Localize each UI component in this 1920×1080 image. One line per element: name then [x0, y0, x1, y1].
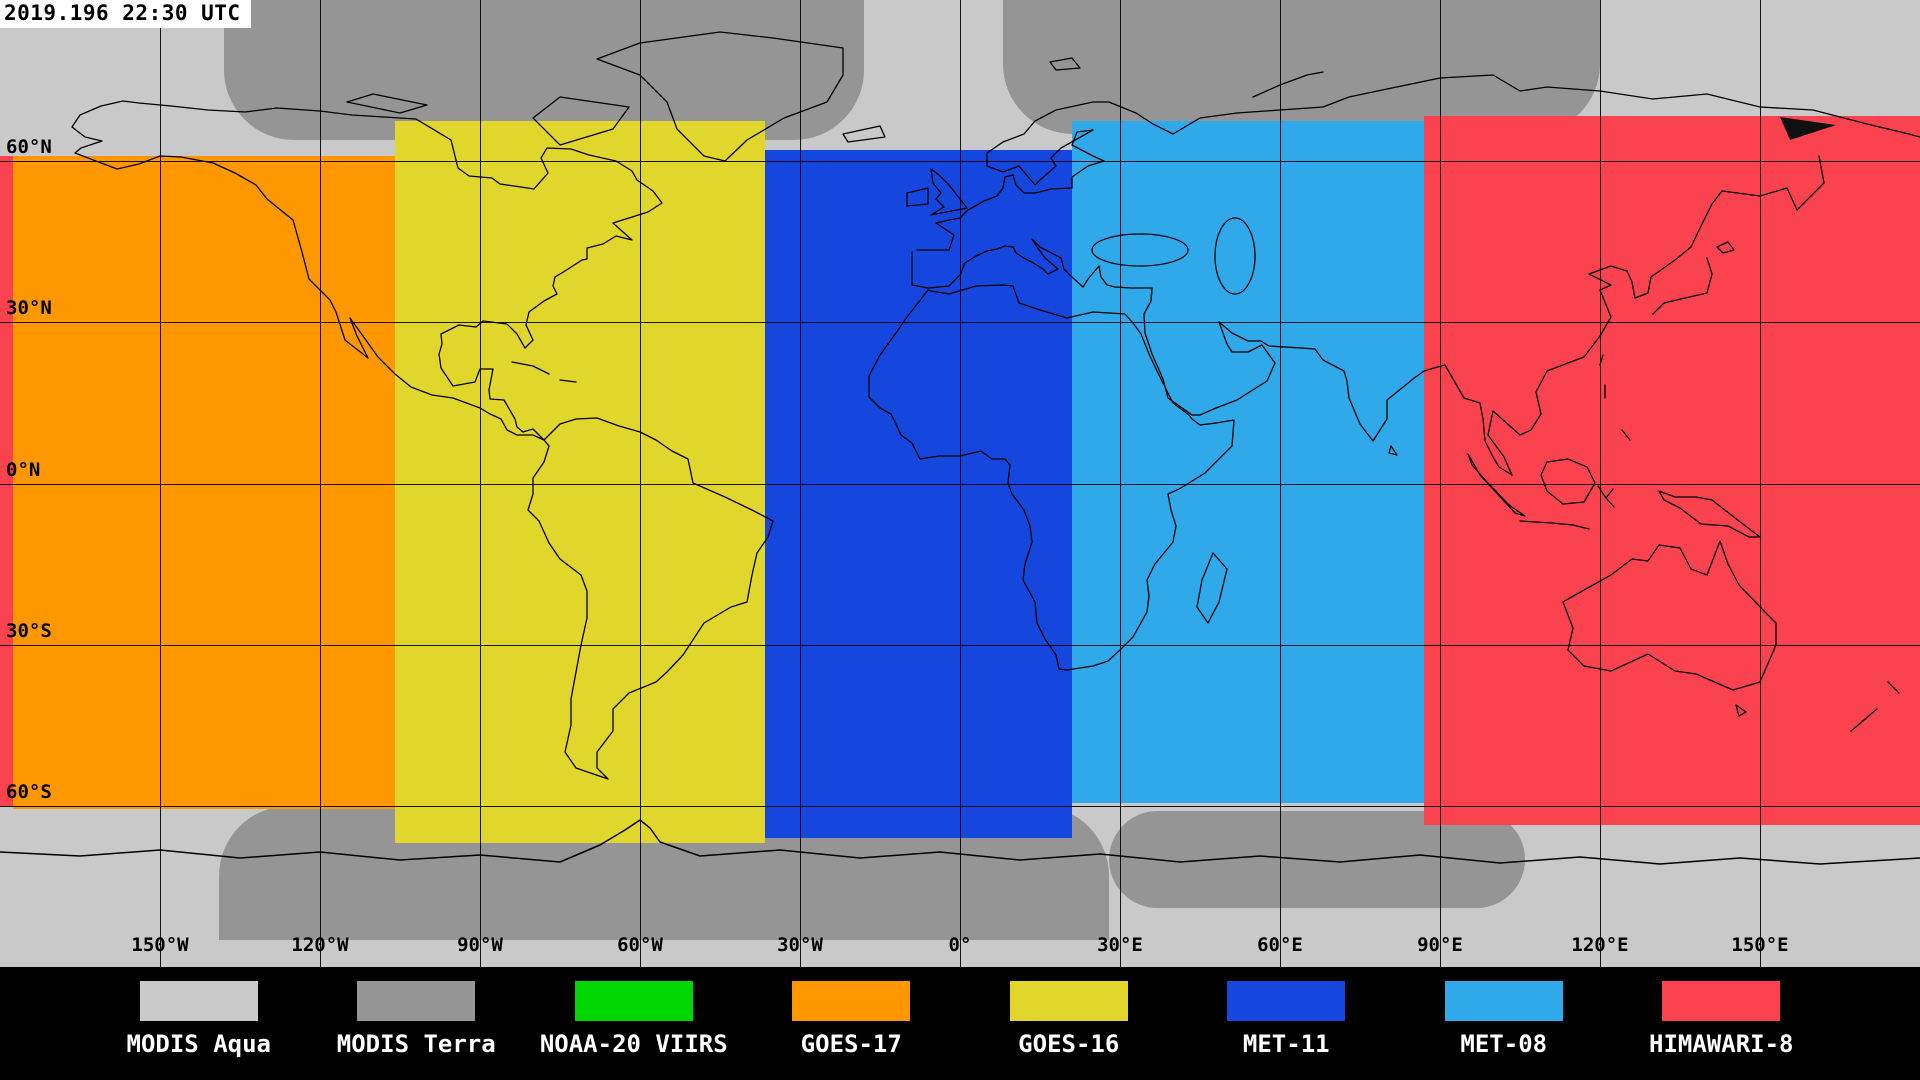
legend-item: GOES-17	[743, 981, 961, 1080]
longitude-label: 150°W	[131, 934, 189, 956]
legend-swatch	[357, 981, 476, 1021]
modis-terra-region	[1002, 0, 1600, 135]
parallel-line	[0, 805, 1920, 807]
coverage-band-goes-16	[394, 120, 766, 844]
legend-item: NOAA-20 VIIRS	[525, 981, 743, 1080]
parallel-line	[0, 161, 1920, 163]
legend-item: MODIS Terra	[308, 981, 526, 1080]
legend-label: MODIS Terra	[336, 1030, 496, 1058]
legend-item: MET-11	[1178, 981, 1396, 1080]
longitude-label: 120°E	[1571, 934, 1629, 956]
longitude-label: 150°E	[1731, 934, 1789, 956]
legend-swatch	[139, 981, 258, 1021]
legend-item: HIMAWARI-8	[1613, 981, 1831, 1080]
latitude-label: 60°N	[6, 136, 52, 159]
legend-label: HIMAWARI-8	[1649, 1030, 1794, 1058]
timestamp: 2019.196 22:30 UTC	[0, 0, 251, 28]
legend-swatch	[792, 981, 911, 1021]
coverage-band-himawari-8	[1424, 115, 1920, 825]
legend-swatch	[574, 981, 693, 1021]
legend-label: GOES-17	[800, 1030, 902, 1058]
longitude-label: 90°W	[457, 934, 503, 956]
modis-terra-region	[1109, 811, 1526, 908]
coastline-iceland	[842, 125, 886, 143]
longitude-label: 30°W	[777, 934, 823, 956]
coverage-map: 2019.196 22:30 UTC 150°W 120°W 90°W 60°W 30°…	[0, 0, 1920, 967]
parallel-line	[0, 483, 1920, 485]
longitude-label: 60°E	[1257, 934, 1303, 956]
legend: MODIS Aqua MODIS Terra NOAA-20 VIIRS GOES-1…	[0, 967, 1920, 1080]
legend-swatch	[1227, 981, 1346, 1021]
legend-swatch	[1009, 981, 1128, 1021]
coverage-band-met-11	[765, 150, 1072, 839]
latitude-label: 30°S	[6, 619, 52, 642]
legend-swatch	[1662, 981, 1781, 1021]
legend-item: GOES-16	[960, 981, 1178, 1080]
legend-label: MODIS Aqua	[126, 1030, 272, 1058]
legend-item: MET-08	[1395, 981, 1613, 1080]
parallel-line	[0, 322, 1920, 324]
coverage-band-met-08	[1072, 120, 1424, 804]
legend-label: NOAA-20 VIIRS	[539, 1030, 728, 1058]
longitude-label: 30°E	[1097, 934, 1143, 956]
longitude-label: 60°W	[617, 934, 663, 956]
coverage-band-himawari-8	[0, 155, 14, 806]
coverage-band-goes-17	[13, 155, 395, 809]
longitude-label: 90°E	[1417, 934, 1463, 956]
latitude-label: 30°N	[6, 297, 52, 320]
legend-label: MET-11	[1242, 1030, 1330, 1058]
legend-label: GOES-16	[1018, 1030, 1120, 1058]
legend-swatch	[1444, 981, 1563, 1021]
longitude-label: 120°W	[291, 934, 349, 956]
latitude-label: 0°N	[6, 458, 41, 481]
longitude-label: 0°	[948, 934, 972, 956]
latitude-label: 60°S	[6, 780, 52, 803]
legend-label: MET-08	[1460, 1030, 1548, 1058]
parallel-line	[0, 644, 1920, 646]
legend-item: MODIS Aqua	[90, 981, 308, 1080]
